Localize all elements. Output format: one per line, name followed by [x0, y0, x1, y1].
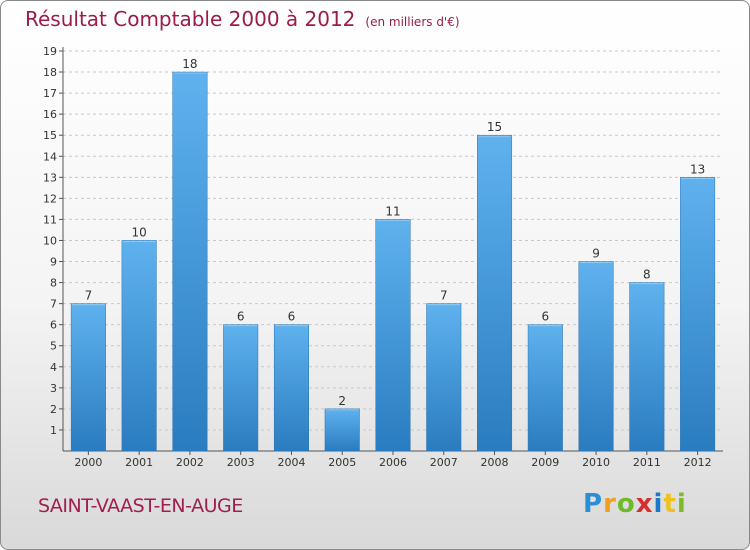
y-tick-label: 19 [43, 45, 57, 58]
y-tick-label: 6 [50, 319, 57, 332]
y-tick-label: 1 [50, 424, 57, 437]
bar [527, 324, 563, 452]
bar [324, 408, 360, 452]
y-tick-label: 4 [50, 361, 57, 374]
bar [477, 134, 513, 452]
y-tick-label: 18 [43, 66, 57, 79]
y-tick-label: 2 [50, 403, 57, 416]
value-label: 18 [182, 57, 197, 71]
bar [273, 324, 309, 452]
y-tick-label: 3 [50, 382, 57, 395]
bar [375, 219, 411, 452]
chart-title: Résultat Comptable 2000 à 2012 (en millie… [25, 7, 460, 31]
location-name: SAINT-VAAST-EN-AUGE [38, 495, 243, 517]
x-tick-label: 2002 [176, 456, 204, 469]
bar [121, 240, 157, 452]
y-tick-label: 11 [43, 213, 57, 226]
y-tick-label: 10 [43, 234, 57, 247]
value-label: 6 [237, 310, 245, 324]
logo-letter: P [583, 489, 604, 519]
logo-letter: t [663, 489, 677, 519]
x-tick-label: 2000 [74, 456, 102, 469]
value-label: 6 [288, 310, 296, 324]
bar [426, 303, 462, 452]
y-tick-label: 16 [43, 108, 57, 121]
logo-letter: o [616, 489, 636, 519]
chart-unit-note: (en milliers d'€) [365, 15, 460, 29]
bar [223, 324, 259, 452]
proxiti-logo: Proxiti [583, 489, 687, 519]
x-tick-label: 2011 [633, 456, 661, 469]
value-label: 8 [643, 268, 651, 282]
y-tick-label: 8 [50, 277, 57, 290]
y-tick-label: 7 [50, 298, 57, 311]
logo-letter: i [653, 489, 664, 519]
x-tick-label: 2012 [684, 456, 712, 469]
bar [629, 282, 665, 452]
bars [70, 71, 716, 452]
x-tick-label: 2009 [531, 456, 559, 469]
bar [70, 303, 106, 452]
x-tick-label: 2004 [277, 456, 305, 469]
value-label: 13 [690, 162, 705, 176]
x-tick-label: 2003 [227, 456, 255, 469]
value-label: 9 [592, 247, 600, 261]
y-tick-label: 14 [43, 150, 57, 163]
y-tick-label: 9 [50, 256, 57, 269]
y-tick-label: 5 [50, 340, 57, 353]
chart-title-text: Résultat Comptable 2000 à 2012 [25, 7, 356, 31]
logo-letter: x [635, 489, 654, 519]
value-label: 7 [440, 289, 448, 303]
value-label: 15 [487, 120, 502, 134]
value-label: 6 [541, 310, 549, 324]
value-label: 7 [85, 289, 93, 303]
x-tick-label: 2001 [125, 456, 153, 469]
logo-letter: r [603, 489, 617, 519]
value-label: 11 [385, 204, 400, 218]
y-tick-label: 17 [43, 87, 57, 100]
bar [680, 177, 716, 452]
bar [578, 261, 614, 452]
bar [172, 71, 208, 452]
y-tick-label: 12 [43, 192, 57, 205]
logo-letter: i [676, 489, 687, 519]
y-tick-label: 15 [43, 129, 57, 142]
labels: 1234567891011121314151617181972000102001… [43, 45, 712, 469]
x-tick-label: 2008 [481, 456, 509, 469]
value-label: 10 [132, 225, 147, 239]
x-tick-label: 2006 [379, 456, 407, 469]
y-tick-label: 13 [43, 171, 57, 184]
x-tick-label: 2007 [430, 456, 458, 469]
x-tick-label: 2010 [582, 456, 610, 469]
x-tick-label: 2005 [328, 456, 356, 469]
value-label: 2 [338, 394, 346, 408]
